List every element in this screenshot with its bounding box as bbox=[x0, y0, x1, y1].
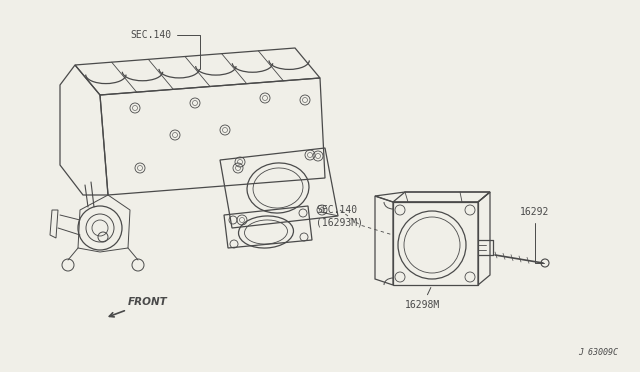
Text: J 63009C: J 63009C bbox=[578, 348, 618, 357]
Text: 16292: 16292 bbox=[520, 207, 549, 263]
Bar bbox=[393, 202, 478, 285]
Text: SEC.140: SEC.140 bbox=[130, 30, 200, 69]
Text: SEC.140
(16293M): SEC.140 (16293M) bbox=[316, 205, 363, 227]
Text: FRONT: FRONT bbox=[109, 297, 168, 317]
Text: 16298M: 16298M bbox=[405, 288, 440, 310]
